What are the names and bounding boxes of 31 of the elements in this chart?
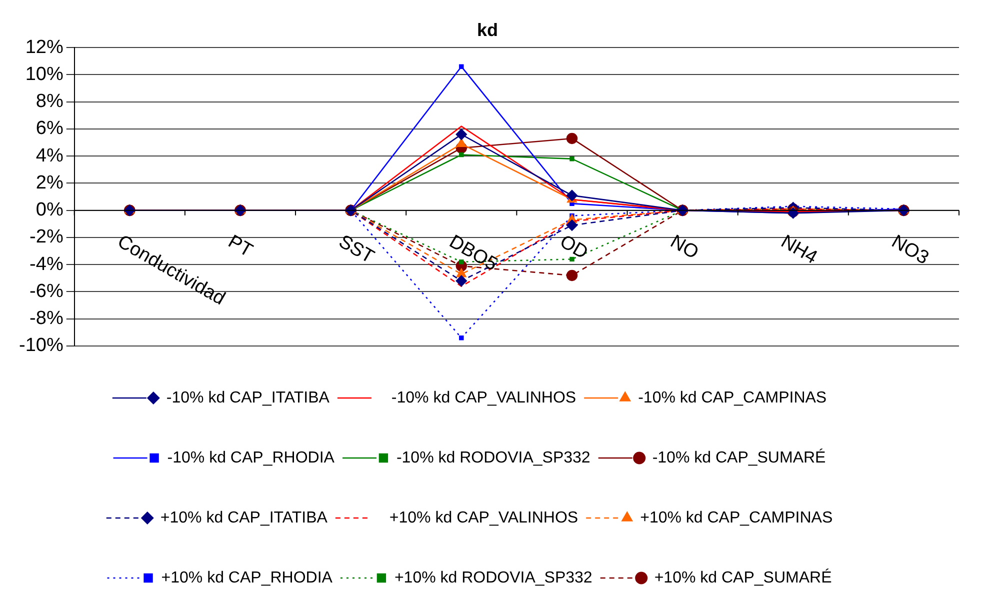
y-tick-label: 10%: [25, 64, 64, 85]
x-tick-label: NO3: [888, 231, 932, 269]
legend-label: +10% kd CAP_RHODIA: [161, 569, 333, 586]
legend-label: +10% kd RODOVIA_SP332: [394, 569, 592, 586]
x-tick-label: NH4: [777, 231, 822, 269]
y-tick-label: 12%: [25, 36, 64, 58]
x-tick-label: NO: [666, 231, 702, 264]
legend-label: -10% kd CAP_ITATIBA: [166, 389, 330, 406]
y-tick-label: 6%: [36, 118, 64, 140]
y-tick-label: -4%: [30, 254, 64, 275]
y-tick-label: -8%: [30, 308, 64, 330]
legend-label: +10% kd CAP_SUMARÉ: [654, 568, 832, 586]
y-tick-label: 2%: [36, 172, 64, 194]
legend-label: +10% kd CAP_VALINHOS: [389, 509, 578, 526]
legend-label: +10% kd CAP_CAMPINAS: [640, 509, 833, 526]
y-tick-label: -2%: [30, 226, 64, 248]
y-tick-label: -10%: [18, 335, 64, 356]
legend-label: -10% kd CAP_VALINHOS: [391, 389, 576, 406]
x-tick-label: PT: [224, 231, 256, 262]
y-tick-label: 8%: [36, 91, 64, 112]
x-tick-label: SST: [334, 231, 378, 268]
y-tick-label: 0%: [36, 200, 64, 221]
chart-title: kd: [476, 20, 498, 40]
legend-label: -10% kd CAP_CAMPINAS: [638, 389, 827, 406]
x-tick-label: OD: [556, 231, 592, 264]
y-tick-label: 4%: [36, 145, 64, 166]
y-tick-label: -6%: [30, 280, 64, 302]
legend-label: -10% kd CAP_RHODIA: [167, 449, 335, 466]
legend-label: -10% kd CAP_SUMARÉ: [652, 448, 826, 466]
legend-label: +10% kd CAP_ITATIBA: [160, 509, 328, 526]
legend-label: -10% kd RODOVIA_SP332: [396, 449, 590, 466]
